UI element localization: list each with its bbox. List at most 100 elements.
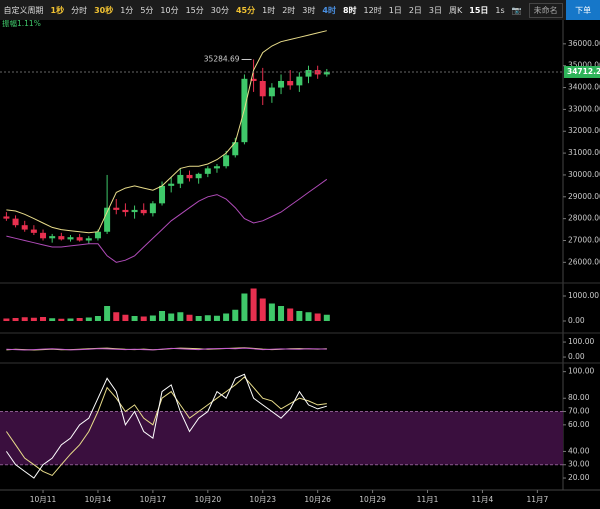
custom-period[interactable]: 自定义周期 xyxy=(3,5,44,15)
volume-bar xyxy=(113,312,120,321)
y-tick-label: 32000.00 xyxy=(568,126,600,135)
candle-body xyxy=(250,78,257,81)
candle-body xyxy=(113,207,120,210)
interval-item[interactable]: 8时 xyxy=(342,5,357,15)
volume-bar xyxy=(268,303,275,321)
candle-body xyxy=(159,185,166,204)
y-tick-label: 30000.00 xyxy=(568,170,600,179)
candle-body xyxy=(58,236,65,240)
interval-item[interactable]: 3日 xyxy=(428,5,443,15)
interval-item[interactable]: 4时 xyxy=(322,5,336,15)
y-tick-label: 0.00 xyxy=(568,316,585,325)
indicator-line xyxy=(6,347,327,351)
y-tick-label: 26000.00 xyxy=(568,257,600,266)
candle-body xyxy=(278,80,285,88)
volume-bar xyxy=(122,314,129,321)
camera-icon[interactable]: 📷 xyxy=(511,5,522,15)
interval-item[interactable]: 分时 xyxy=(71,5,88,15)
volume-bar xyxy=(314,313,321,321)
candle-body xyxy=(40,232,47,239)
candle-body xyxy=(232,142,239,156)
candle-body xyxy=(168,183,175,186)
y-tick-label: 80.00 xyxy=(568,393,590,402)
volume-bar xyxy=(67,318,74,321)
interval-item[interactable]: 12时 xyxy=(363,5,382,15)
candle-body xyxy=(21,225,28,230)
y-tick-label: 0.00 xyxy=(568,352,585,361)
last-price-label: 34712.27 xyxy=(567,67,600,76)
candle-body xyxy=(94,231,101,239)
high-annotation: 35284.69 xyxy=(204,54,240,63)
candle-body xyxy=(140,209,147,214)
volume-bar xyxy=(12,318,19,321)
overlay-line xyxy=(6,178,328,263)
interval-item[interactable]: 周K xyxy=(449,5,463,15)
x-tick-label: 10月11 xyxy=(30,495,57,504)
volume-bar xyxy=(40,317,47,321)
y-tick-label: 20.00 xyxy=(568,473,590,482)
candle-body xyxy=(259,80,266,97)
interval-item[interactable]: 15分 xyxy=(185,5,204,15)
interval-item[interactable]: 1日 xyxy=(388,5,402,15)
volume-bar xyxy=(30,317,37,321)
x-tick-label: 10月26 xyxy=(304,495,331,504)
y-tick-label: 30.00 xyxy=(568,460,590,469)
candle-body xyxy=(85,238,92,241)
x-tick-label: 11月7 xyxy=(526,495,548,504)
interval-item[interactable]: 45分 xyxy=(235,5,256,15)
volume-bar xyxy=(195,316,202,321)
layout-name[interactable]: 未命名 xyxy=(528,2,563,18)
volume-bar xyxy=(131,316,138,321)
y-tick-label: 60.00 xyxy=(568,420,590,429)
x-tick-label: 10月14 xyxy=(85,495,112,504)
volume-bar xyxy=(104,306,111,321)
y-tick-label: 70.00 xyxy=(568,407,590,416)
interval-button[interactable]: 1s xyxy=(495,5,505,15)
candle-body xyxy=(287,80,294,86)
volume-bar xyxy=(49,318,56,321)
candle-body xyxy=(213,166,220,169)
interval-item[interactable]: 30分 xyxy=(210,5,229,15)
volume-bar xyxy=(140,316,147,321)
y-tick-label: 35000.00 xyxy=(568,61,600,70)
volume-bar xyxy=(296,311,303,321)
volume-bar xyxy=(149,315,156,321)
candle-body xyxy=(67,237,74,240)
y-tick-label: 34000.00 xyxy=(568,83,600,92)
interval-item[interactable]: 1时 xyxy=(262,5,276,15)
interval-item[interactable]: 2时 xyxy=(282,5,296,15)
info-label: 振幅1.11% xyxy=(2,20,41,28)
interval-item[interactable]: 15日 xyxy=(469,5,489,15)
volume-bar xyxy=(58,318,65,321)
candle-body xyxy=(122,209,129,213)
toolbar-right: 1s 📷 未命名 下单 xyxy=(492,0,600,20)
chart: 振幅1.11% 26000.00 27000.00 28000.00 29000.00… xyxy=(0,20,600,504)
volume-bar xyxy=(76,318,83,321)
volume-bar xyxy=(223,313,230,321)
interval-item[interactable]: 30秒 xyxy=(94,5,114,15)
volume-bar xyxy=(241,293,248,321)
y-tick-label: 1000.00 xyxy=(568,291,599,300)
candle-body xyxy=(177,174,184,184)
volume-bar xyxy=(287,308,294,321)
toolbar: 自定义周期 1秒 分时 30秒 1分 5分 10分 15分 30分 45分 1时 2时 3时 4时 8时 12… xyxy=(0,0,600,20)
interval-item[interactable]: 1秒 xyxy=(50,5,65,15)
candle-body xyxy=(30,229,37,233)
interval-item[interactable]: 2日 xyxy=(408,5,422,15)
interval-item[interactable]: 1分 xyxy=(120,5,134,15)
y-tick-label: 40.00 xyxy=(568,446,590,455)
volume-bar xyxy=(186,314,193,321)
y-tick-label: 100.00 xyxy=(568,367,594,376)
volume-bar xyxy=(177,312,184,321)
interval-item[interactable]: 10分 xyxy=(160,5,179,15)
y-tick-label: 100.00 xyxy=(568,337,594,346)
interval-item[interactable]: 5分 xyxy=(140,5,154,15)
candle-body xyxy=(323,71,330,75)
interval-item[interactable]: 3时 xyxy=(302,5,316,15)
y-tick-label: 33000.00 xyxy=(568,104,600,113)
candle-body xyxy=(296,76,303,86)
volume-bar xyxy=(305,312,312,321)
x-tick-label: 11月1 xyxy=(417,495,439,504)
order-button[interactable]: 下单 xyxy=(566,0,600,20)
candle-body xyxy=(3,216,10,219)
